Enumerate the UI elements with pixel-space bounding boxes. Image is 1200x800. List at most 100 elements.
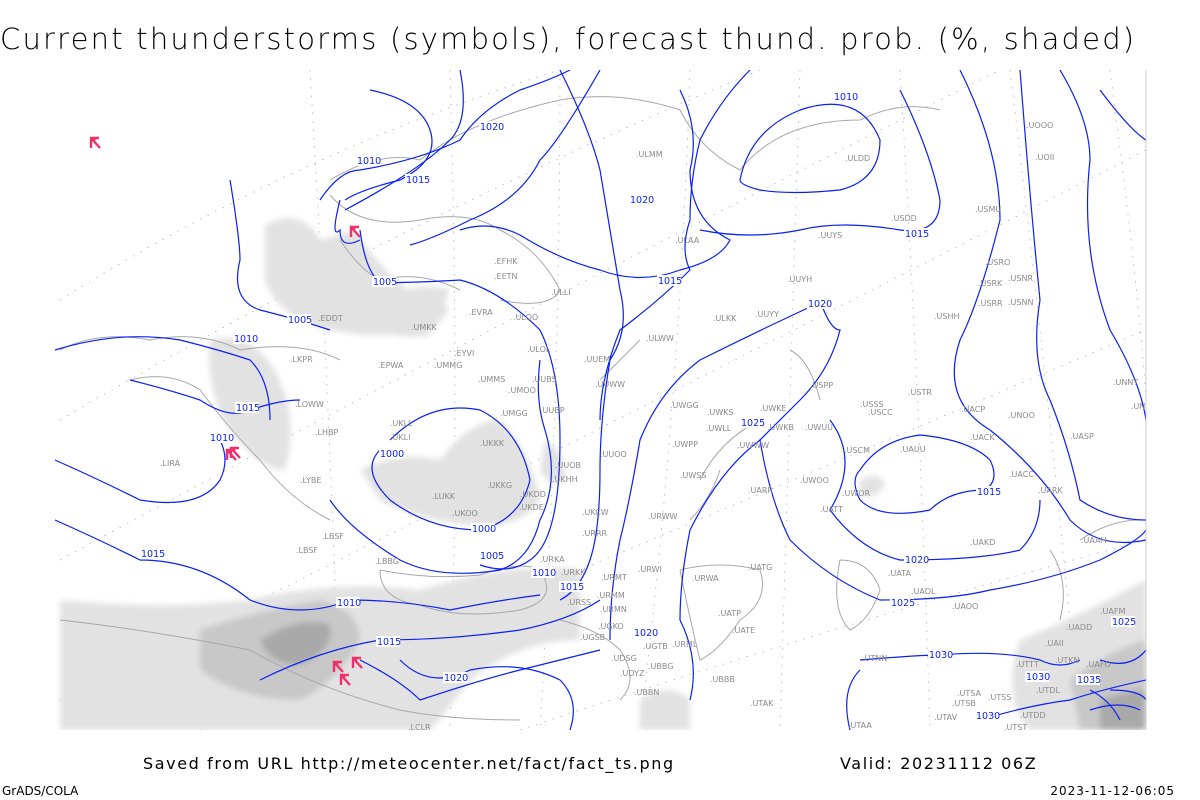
station-label: .USNN — [1008, 298, 1033, 307]
station-label: .UBBN — [634, 688, 659, 697]
station-label: .UWSS — [680, 471, 706, 480]
station-label: .UTSA — [957, 689, 982, 698]
isobar-label-background — [657, 275, 681, 286]
station-label: .UATA — [888, 569, 912, 578]
isobar-label-background — [976, 486, 1000, 497]
station-label: .ULWW — [646, 334, 674, 343]
isobar-label-background — [479, 121, 503, 132]
generated-timestamp: 2023-11-12-06:05 — [1050, 784, 1175, 798]
station-label: .ULOL — [527, 345, 551, 354]
station-label: .UTNN — [862, 654, 887, 663]
valid-time: Valid: 20231112 06Z — [840, 754, 1038, 773]
station-label: .UARR — [748, 486, 773, 495]
thunderstorm-symbol — [339, 673, 351, 686]
station-label: .UAOL — [911, 587, 936, 596]
station-label: .URWA — [692, 574, 719, 583]
station-label: .USCC — [868, 408, 893, 417]
station-label: .UATE — [732, 626, 755, 635]
isobar-label-background — [890, 597, 914, 608]
station-label: .UUBS — [532, 375, 557, 384]
station-label: .UAFO — [1086, 660, 1111, 669]
isobar-label-background — [904, 228, 928, 239]
isobar-labels: 1010 1020 1010 1015 1020 1015 1015 1005 1005 1010… — [140, 91, 1136, 722]
isobar-label-background — [471, 523, 495, 534]
isobar-label: 1015 — [905, 229, 929, 240]
station-label: .UAFM — [1100, 607, 1125, 616]
station-label: .URKK — [561, 568, 586, 577]
isobar-label: 1005 — [288, 315, 312, 326]
station-label: .UGTB — [643, 642, 668, 651]
isobar-label-background — [928, 649, 952, 660]
isobar-label-background — [975, 710, 999, 721]
isobar-label-background — [629, 194, 653, 205]
isobar-label-background — [287, 314, 311, 325]
station-label: .USRK — [978, 279, 1003, 288]
station-label: .UDYZ — [620, 669, 645, 678]
isobar-label: 1015 — [141, 549, 165, 560]
isobar-label: 1020 — [905, 555, 929, 566]
isobar-label: 1020 — [444, 673, 468, 684]
station-label: .UWWW — [737, 441, 769, 450]
station-label: .UTAV — [934, 713, 958, 722]
station-label: .UUYY — [755, 310, 779, 319]
isobar-label-background — [833, 91, 857, 102]
station-label: .USNR — [1008, 274, 1033, 283]
station-label: .LHBP — [315, 428, 339, 437]
isobar-label: 1015 — [406, 175, 430, 186]
isobar-label: 1010 — [210, 433, 234, 444]
station-label: .UAUU — [900, 445, 926, 454]
station-label: .UKOO — [452, 509, 478, 518]
isobar-label-background — [140, 548, 164, 559]
isobar-label: 1015 — [236, 403, 260, 414]
station-label: .LBBG — [375, 557, 399, 566]
station-label: .UWKE — [760, 404, 787, 413]
isobar-label: 1010 — [337, 598, 361, 609]
station-label: .UBBG — [648, 662, 673, 671]
station-label: .USRO — [985, 258, 1010, 267]
station-label: .UACK — [970, 433, 995, 442]
isobar-label: 1015 — [977, 487, 1001, 498]
station-label: .ULLI — [551, 288, 571, 297]
station-label: .URMT — [601, 573, 627, 582]
isobar-label-background — [372, 276, 396, 287]
station-label: .UUOO — [600, 450, 627, 459]
station-label: .LIRA — [160, 459, 181, 468]
station-label: .ULMM — [636, 150, 663, 159]
station-label: .UUBP — [540, 406, 565, 415]
station-label: .USDD — [891, 214, 917, 223]
station-label: .LOWW — [295, 400, 324, 409]
isobar-label: 1025 — [1112, 617, 1136, 628]
station-label: .EDDT — [318, 314, 343, 323]
isobar-label-background — [443, 672, 467, 683]
station-label: .UOII — [1035, 153, 1054, 162]
station-label: .EETN — [494, 272, 518, 281]
station-label: .UTAK — [750, 699, 774, 708]
station-label: .UWKB — [767, 423, 794, 432]
station-label: .UMMS — [478, 375, 505, 384]
isobar-label-background — [356, 155, 380, 166]
isobar-label-background — [405, 174, 429, 185]
station-label: .UMOO — [508, 386, 536, 395]
station-label: .USTR — [908, 388, 932, 397]
station-label: .UWGG — [670, 401, 699, 410]
isobar-label: 1020 — [630, 195, 654, 206]
isobar-label: 1000 — [472, 524, 496, 535]
station-label: .URWW — [648, 512, 678, 521]
isobar-label: 1015 — [377, 637, 401, 648]
station-label: .LUKK — [432, 492, 456, 501]
isobar-label: 1015 — [560, 582, 584, 593]
station-label: .UAII — [1045, 639, 1064, 648]
station-label: .LKPR — [290, 355, 313, 364]
coastlines — [59, 96, 1141, 721]
station-label: .USPP — [810, 381, 833, 390]
isobar-label-background — [531, 567, 555, 578]
station-label: .UUWW — [595, 380, 625, 389]
station-label: .ULDD — [845, 154, 870, 163]
isobar-label: 1005 — [373, 277, 397, 288]
isobar-label: 1000 — [380, 449, 404, 460]
station-label: .ULAA — [675, 236, 700, 245]
isobar-label-background — [633, 627, 657, 638]
station-label: .USRR — [978, 299, 1003, 308]
station-label: .UNBB — [1131, 402, 1156, 411]
thunderstorm-probability-shading — [60, 217, 1146, 730]
